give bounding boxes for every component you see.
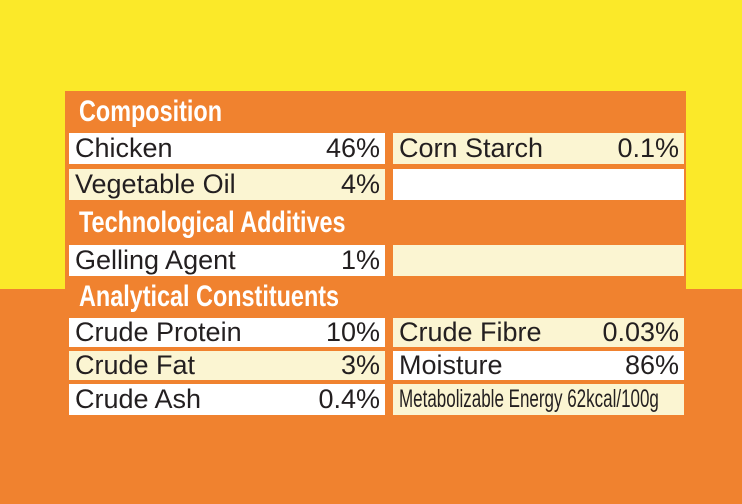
section-header-composition: Composition — [69, 91, 684, 133]
energy-statement: Metabolizable Energy 62kcal/100g — [399, 385, 659, 413]
nutrition-table: Composition Chicken 46% Corn Starch 0.1%… — [65, 91, 686, 415]
section-header-text: Technological Additives — [79, 205, 346, 239]
ingredient-name: Corn Starch — [399, 133, 544, 163]
ingredient-name: Vegetable Oil — [75, 169, 236, 199]
constituent-value: 3% — [340, 351, 380, 380]
row-crude-fat: Crude Fat 3% — [69, 351, 385, 380]
ingredient-value: 0.1% — [617, 133, 679, 163]
ingredient-value: 46% — [325, 133, 380, 163]
constituent-name: Crude Fat — [75, 351, 196, 380]
constituent-name: Crude Ash — [75, 384, 202, 414]
ingredient-name: Gelling Agent — [75, 245, 236, 275]
constituent-name: Crude Protein — [75, 318, 242, 347]
constituent-value: 0.4% — [318, 384, 380, 414]
constituent-name: Moisture — [399, 351, 503, 380]
row-chicken: Chicken 46% — [69, 133, 385, 164]
row-vegetable-oil: Vegetable Oil 4% — [69, 169, 385, 200]
ingredient-value: 1% — [340, 245, 380, 275]
section-header-analytical-constituents: Analytical Constituents — [69, 276, 684, 318]
constituent-value: 10% — [325, 318, 380, 347]
section-header-text: Analytical Constituents — [79, 280, 340, 313]
constituent-value: 86% — [624, 351, 679, 380]
row-metabolizable-energy: Metabolizable Energy 62kcal/100g — [393, 384, 684, 415]
section-header-text: Composition — [79, 95, 222, 128]
empty-cell — [393, 245, 684, 276]
section-header-technological-additives: Technological Additives — [69, 200, 684, 245]
row-crude-protein: Crude Protein 10% — [69, 318, 385, 347]
row-moisture: Moisture 86% — [393, 351, 684, 380]
constituent-value: 0.03% — [602, 318, 679, 347]
ingredient-value: 4% — [340, 169, 380, 199]
empty-cell — [393, 169, 684, 200]
row-crude-ash: Crude Ash 0.4% — [69, 384, 385, 415]
row-gelling-agent: Gelling Agent 1% — [69, 245, 385, 276]
constituent-name: Crude Fibre — [399, 318, 542, 347]
row-corn-starch: Corn Starch 0.1% — [393, 133, 684, 164]
row-crude-fibre: Crude Fibre 0.03% — [393, 318, 684, 347]
ingredient-name: Chicken — [75, 133, 173, 163]
